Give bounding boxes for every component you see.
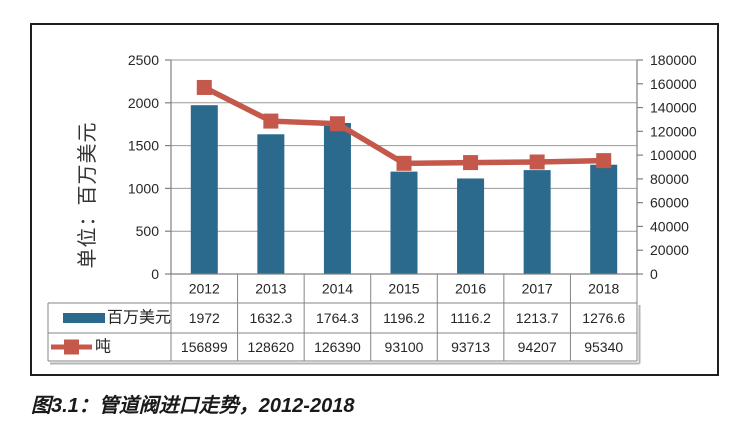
table-cell-value: 1632.3 <box>249 310 292 326</box>
line-marker-2016 <box>463 155 479 171</box>
y-axis-title: 单位：百万美元 <box>76 122 99 269</box>
bar-2017 <box>523 170 551 274</box>
left-axis-label: 0 <box>151 266 159 282</box>
right-axis-label: 20000 <box>650 242 689 258</box>
category-label: 2012 <box>189 281 220 297</box>
table-cell-value: 1196.2 <box>383 310 425 326</box>
table-cell-value: 94207 <box>518 339 557 355</box>
right-axis-label: 40000 <box>650 218 689 234</box>
table-cell-value: 93100 <box>385 339 424 355</box>
right-axis-label: 180000 <box>650 52 697 68</box>
table-cell-value: 1116.2 <box>450 310 491 326</box>
table-cell-value: 1276.6 <box>582 310 625 326</box>
line-marker-2014 <box>329 116 345 132</box>
bar-2012 <box>190 105 218 274</box>
right-axis-label: 80000 <box>650 171 689 187</box>
right-axis-label: 120000 <box>650 123 697 139</box>
bar-2013 <box>257 134 285 274</box>
bar-2018 <box>590 164 618 274</box>
line-marker-2013 <box>263 113 279 129</box>
category-label: 2013 <box>255 281 286 297</box>
right-axis-label: 140000 <box>650 100 697 116</box>
line-marker-2012 <box>196 79 212 95</box>
figure-caption: 图3.1：管道阀进口走势，2012-2018 <box>31 395 355 417</box>
combo-chart-svg: 单位：百万美元 0 500 1000 1500 2000 2500 0 20000 40000 6… <box>47 52 697 365</box>
left-axis-label: 2000 <box>128 95 159 111</box>
bar-2016 <box>457 178 485 274</box>
bar-2014 <box>323 122 351 274</box>
legend-swatch-bar <box>63 313 105 323</box>
left-axis-label: 1500 <box>128 138 159 154</box>
table-cell-value: 156899 <box>181 339 228 355</box>
table-cell-value: 126390 <box>314 339 361 355</box>
category-label: 2015 <box>388 281 419 297</box>
category-label: 2017 <box>522 281 553 297</box>
chart-figure-box: 单位：百万美元 0 500 1000 1500 2000 2500 0 20000 40000 6… <box>30 23 719 376</box>
category-label: 2014 <box>322 281 353 297</box>
table-cell-value: 1972 <box>189 310 220 326</box>
right-axis-label: 60000 <box>650 195 689 211</box>
line-marker-2017 <box>529 154 545 170</box>
legend-label-bar: 百万美元 <box>107 309 171 327</box>
legend-label-line: 吨 <box>95 338 111 356</box>
legend-swatch-line-marker <box>64 339 79 355</box>
left-axis-label: 500 <box>136 223 160 239</box>
category-label: 2016 <box>455 281 486 297</box>
left-axis-label: 1000 <box>128 180 159 196</box>
left-axis-label: 2500 <box>128 52 159 68</box>
line-marker-2015 <box>396 155 412 171</box>
table-cell-value: 128620 <box>247 339 294 355</box>
table-cell-value: 1764.3 <box>316 310 359 326</box>
table-cell-value: 1213.7 <box>516 310 559 326</box>
table-cell-value: 95340 <box>584 339 623 355</box>
bar-2015 <box>390 171 418 274</box>
right-axis-label: 100000 <box>650 147 697 163</box>
line-marker-2018 <box>596 153 612 169</box>
right-axis-label: 160000 <box>650 76 697 92</box>
table-cell-value: 93713 <box>451 339 490 355</box>
category-label: 2018 <box>588 281 619 297</box>
right-axis-label: 0 <box>650 266 658 282</box>
